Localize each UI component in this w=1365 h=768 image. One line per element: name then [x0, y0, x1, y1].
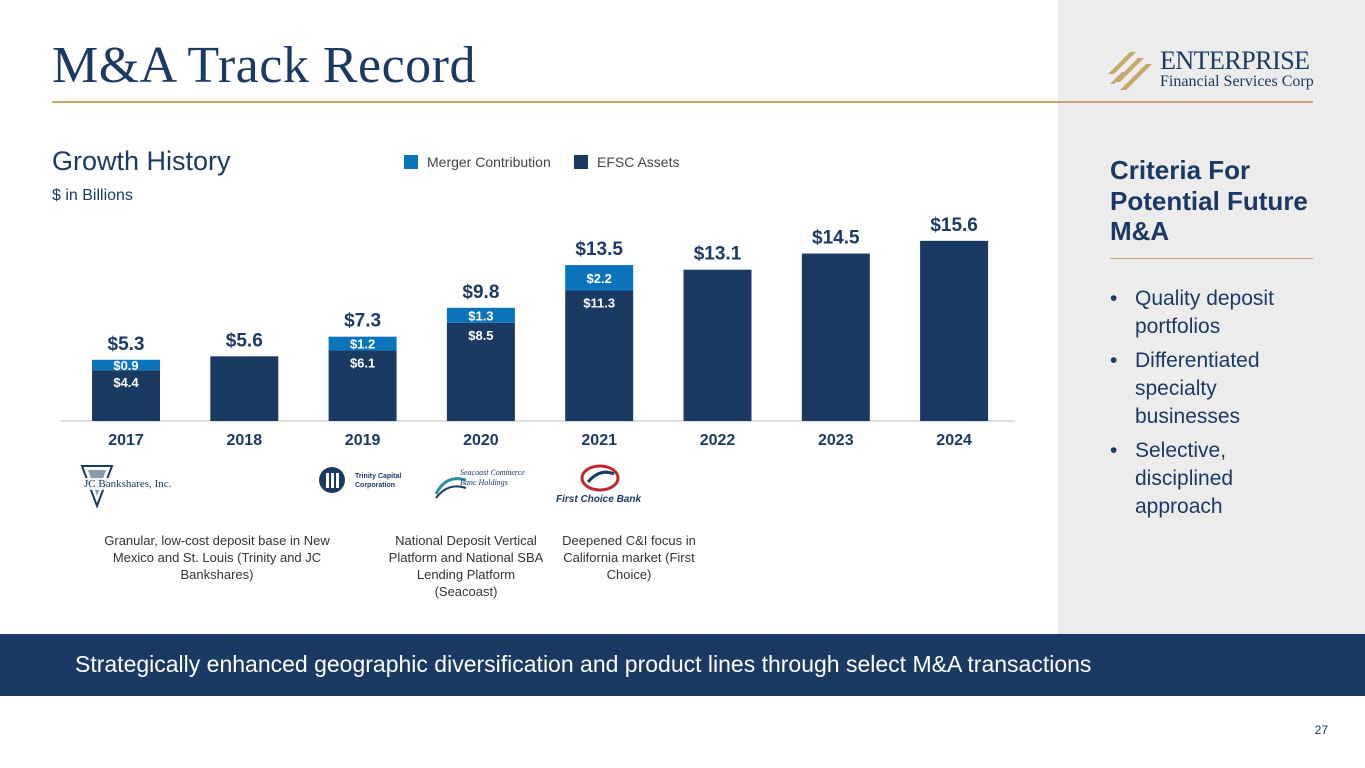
criteria-item: • Quality deposit portfolios	[1110, 287, 1274, 338]
total-label-2017: $5.3	[108, 334, 145, 355]
data-label-efsc-2019: $6.1	[350, 356, 375, 371]
page-number: 27	[1314, 723, 1328, 737]
x-tick-2019: 2019	[345, 432, 381, 449]
criteria-item: • Selective, disciplined approach	[1110, 439, 1234, 518]
first-choice-bank-logo-icon	[580, 464, 620, 492]
jc-bankshares-logo: JC Bankshares, Inc.	[80, 464, 190, 508]
data-label-merger-2019: $1.2	[350, 337, 375, 352]
bullet-icon: •	[1110, 439, 1118, 462]
data-label-merger-2017: $0.9	[113, 358, 138, 373]
note-trinity-jc: Granular, low-cost deposit base in New M…	[104, 533, 330, 582]
legend-merger-swatch	[404, 155, 418, 169]
bullet-icon: •	[1110, 349, 1118, 372]
summary-banner	[0, 634, 1365, 696]
legend-efsc: EFSC Assets	[574, 153, 679, 171]
trinity-capital-logo-icon	[319, 467, 345, 493]
bar-efsc-2022	[683, 269, 752, 421]
bar-efsc-2023	[801, 253, 870, 421]
criteria-item: • Differentiated specialty businesses	[1110, 349, 1260, 428]
data-label-efsc-2020: $8.5	[468, 328, 493, 343]
bar-efsc-2020	[446, 322, 515, 421]
bar-efsc-2021	[565, 290, 634, 421]
x-tick-2023: 2023	[818, 432, 854, 449]
note-first-choice: Deepened C&I focus in California market …	[562, 533, 696, 582]
bar-merger-2021	[565, 265, 634, 291]
seacoast-logo: Seacoast Commerce Banc Holdings	[434, 466, 534, 502]
total-label-2024: $15.6	[930, 215, 978, 236]
seacoast-text: Seacoast Commerce Banc Holdings	[460, 468, 525, 487]
units-label: $ in Billions	[52, 187, 133, 204]
x-tick-2018: 2018	[227, 432, 263, 449]
logo-subtitle: Financial Services Corp	[1160, 73, 1314, 90]
legend-merger: Merger Contribution	[404, 153, 551, 171]
total-label-2021: $13.5	[575, 239, 623, 260]
total-label-2022: $13.1	[694, 244, 742, 265]
enterprise-chevron-logo-icon	[1108, 52, 1152, 90]
note-seacoast: National Deposit Vertical Platform and N…	[388, 533, 544, 599]
data-label-efsc-2017: $4.4	[113, 375, 139, 390]
title-divider	[52, 101, 1313, 103]
data-label-efsc-2021: $11.3	[583, 295, 615, 310]
data-label-merger-2020: $1.3	[468, 308, 493, 323]
data-label-merger-2021: $2.2	[587, 271, 612, 286]
enterprise-logo: ENTERPRISE Financial Services Corp	[1108, 48, 1318, 96]
x-tick-2020: 2020	[463, 432, 499, 449]
bullet-icon: •	[1110, 287, 1118, 310]
logo-wordmark: ENTERPRISE	[1160, 46, 1310, 75]
criteria-list: • Quality deposit portfolios • Differentia…	[1110, 285, 1310, 527]
x-tick-2024: 2024	[936, 432, 972, 449]
seacoast-wave-logo-icon	[434, 477, 467, 499]
criteria-divider	[1110, 258, 1313, 259]
legend-efsc-swatch	[574, 155, 588, 169]
page-title: M&A Track Record	[52, 37, 476, 94]
bar-merger-2017	[92, 359, 160, 371]
banner-text: Strategically enhanced geographic divers…	[75, 651, 1092, 677]
first-choice-logo: First Choice Bank	[556, 464, 646, 508]
bar-merger-2019	[328, 336, 397, 351]
jc-bankshares-text: JC Bankshares, Inc.	[84, 478, 172, 490]
total-label-2018: $5.6	[226, 330, 263, 351]
bar-merger-2020	[446, 307, 515, 323]
legend-merger-label: Merger Contribution	[427, 154, 551, 170]
legend-efsc-label: EFSC Assets	[597, 154, 680, 170]
bar-efsc-2019	[328, 350, 397, 421]
chart-canvas: $4.4 $0.9 $5.3 2017 $5.6 2018 $6.1 $1.2 $7.3 2019…	[60, 215, 1015, 449]
bar-efsc-2018	[210, 356, 279, 421]
bar-efsc-2024	[920, 240, 989, 421]
first-choice-text: First Choice Bank	[556, 494, 642, 505]
x-tick-2022: 2022	[700, 432, 736, 449]
x-tick-2017: 2017	[108, 432, 144, 449]
trinity-capital-logo: Trinity Capital Corporation	[318, 466, 408, 496]
total-label-2019: $7.3	[344, 311, 381, 332]
criteria-title: Criteria For Potential Future M&A	[1110, 155, 1308, 247]
growth-bar-chart: $4.4 $0.9 $5.3 2017 $5.6 2018 $6.1 $1.2 $7.3 2019…	[60, 200, 1020, 460]
total-label-2020: $9.8	[462, 282, 499, 303]
trinity-capital-text: Trinity Capital Corporation	[355, 473, 402, 489]
x-tick-2021: 2021	[581, 432, 617, 449]
side-panel	[1058, 0, 1365, 634]
growth-heading: Growth History	[52, 146, 231, 176]
total-label-2023: $14.5	[812, 228, 860, 249]
bar-efsc-2017	[92, 370, 160, 421]
